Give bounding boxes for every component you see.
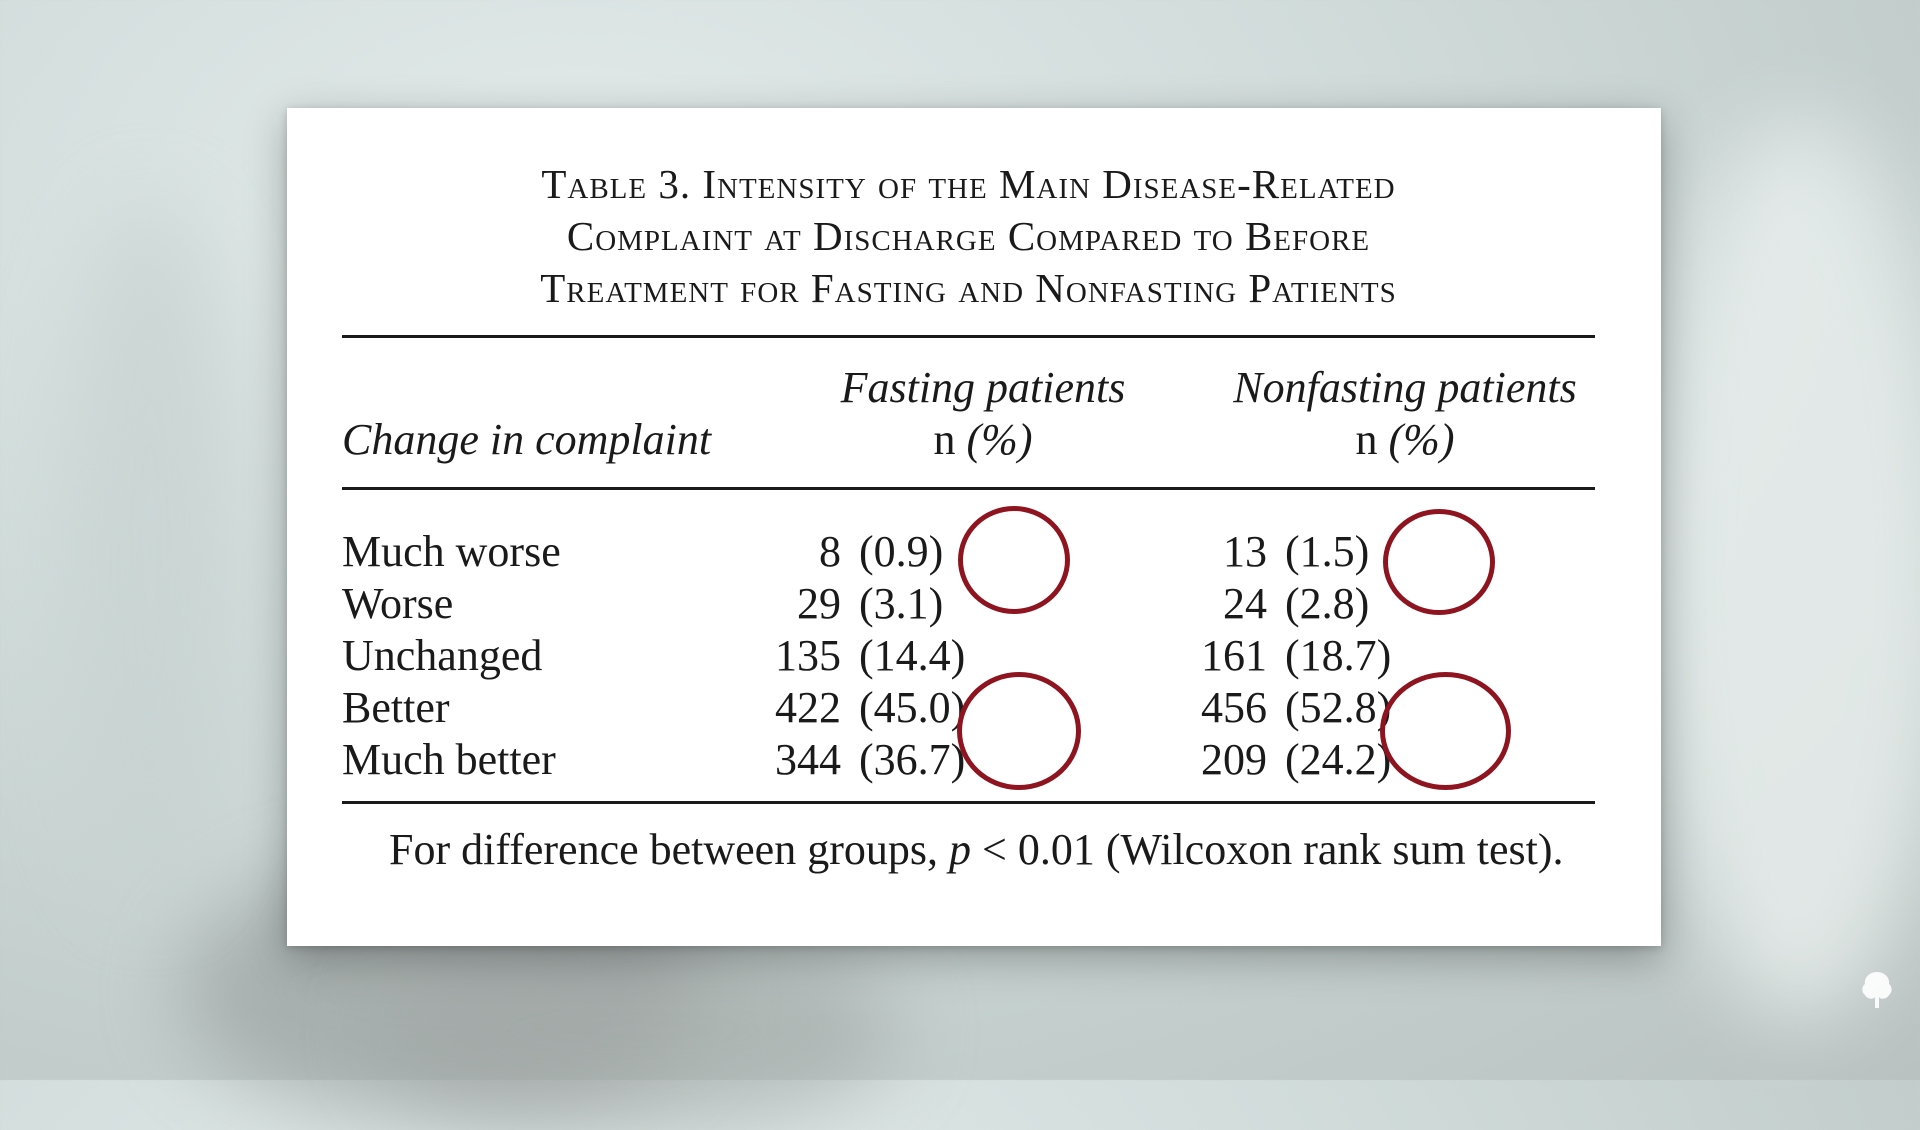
top-rule [342,335,1595,338]
table-row: Worse 29 (3.1) 24 (2.8) [342,578,1595,630]
nonfasting-pct: (2.8) [1285,579,1370,628]
background-blur [380,930,900,1130]
header-fasting-label: Fasting patients [840,363,1126,412]
nonfasting-n: 13 [1223,527,1267,576]
nonfasting-pct: (1.5) [1285,527,1370,576]
header-change-in-complaint: Change in complaint [342,415,712,464]
fasting-n: 422 [775,683,841,732]
nonfasting-pct: (24.2) [1285,735,1392,784]
table-footnote: For difference between groups, p < 0.01 … [342,824,1595,876]
title-line: Table 3. Intensity of the Main Disease-R… [541,161,1396,207]
fasting-pct: (3.1) [859,579,944,628]
fasting-pct: (36.7) [859,735,966,784]
footnote-text: < 0.01 (Wilcoxon rank sum test). [982,825,1564,874]
n-label: n [933,415,956,464]
header-nonfasting: Nonfasting patients n (%) [1195,362,1615,466]
nonfasting-n: 456 [1201,683,1267,732]
nonfasting-n: 161 [1201,631,1267,680]
table-row: Much better 344 (36.7) 209 (24.2) [342,734,1595,786]
footnote-text: For difference between groups, [389,825,938,874]
title-line: Treatment for Fasting and Nonfasting Pat… [540,265,1397,311]
fasting-n: 8 [819,527,841,576]
header-nonfasting-label: Nonfasting patients [1233,363,1577,412]
tree-logo-icon [1862,972,1892,1008]
pct-label: (%) [1388,415,1455,464]
fasting-n: 29 [797,579,841,628]
footnote-p-symbol: p [949,825,971,874]
fasting-pct: (0.9) [859,527,944,576]
table-title: Table 3. Intensity of the Main Disease-R… [342,158,1595,314]
background-blur [60,200,240,900]
row-label: Much worse [342,527,561,576]
table-row: Better 422 (45.0) 456 (52.8) [342,682,1595,734]
row-label: Unchanged [342,631,543,680]
row-label: Better [342,683,450,732]
background-blur [1650,120,1920,1020]
header-rule [342,487,1595,490]
table-card: Table 3. Intensity of the Main Disease-R… [287,108,1661,946]
row-label: Much better [342,735,556,784]
table-row: Unchanged 135 (14.4) 161 (18.7) [342,630,1595,682]
fasting-n: 344 [775,735,841,784]
fasting-pct: (45.0) [859,683,966,732]
nonfasting-n: 24 [1223,579,1267,628]
pct-label: (%) [966,415,1033,464]
table-row: Much worse 8 (0.9) 13 (1.5) [342,526,1595,578]
header-nonfasting-units: n (%) [1195,414,1615,466]
n-label: n [1355,415,1378,464]
nonfasting-pct: (52.8) [1285,683,1392,732]
title-line: Complaint at Discharge Compared to Befor… [566,213,1371,259]
bottom-rule [342,801,1595,804]
fasting-n: 135 [775,631,841,680]
fasting-pct: (14.4) [859,631,966,680]
header-fasting-units: n (%) [773,414,1193,466]
header-fasting: Fasting patients n (%) [773,362,1193,466]
nonfasting-n: 209 [1201,735,1267,784]
row-label: Worse [342,579,454,628]
nonfasting-pct: (18.7) [1285,631,1392,680]
